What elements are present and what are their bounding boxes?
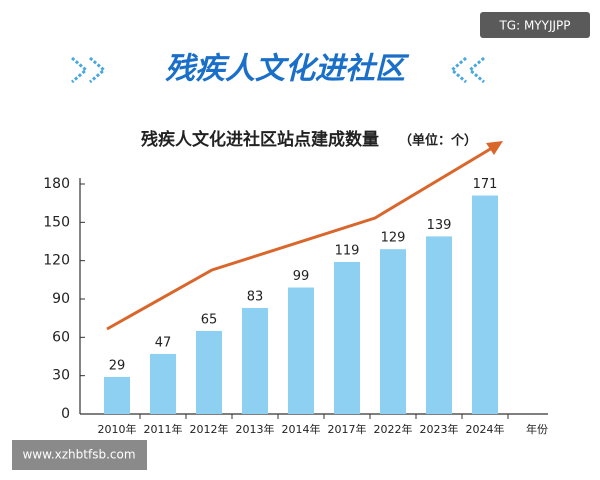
value-label: 65 [201, 312, 218, 327]
x-tick-label: 2010年 [98, 422, 137, 436]
x-tick-label: 2014年 [282, 422, 321, 436]
y-tick-label: 60 [52, 329, 70, 345]
bar [196, 330, 222, 414]
chart-title: 残疾人文化进社区站点建成数量 [141, 129, 379, 150]
banner-title: 残疾人文化进社区 [165, 52, 410, 87]
x-tick-label: 2022年 [374, 422, 413, 436]
y-tick-label: 150 [43, 214, 70, 230]
value-label: 171 [473, 177, 498, 192]
value-label: 99 [293, 269, 310, 284]
bar [472, 195, 498, 414]
y-tick-label: 0 [61, 406, 70, 422]
bar [334, 261, 360, 414]
chart-subtitle: （单位：个） [399, 133, 477, 149]
y-tick-label: 120 [43, 253, 70, 269]
value-label: 47 [155, 335, 172, 350]
bar [104, 376, 130, 414]
value-label: 139 [427, 218, 452, 233]
watermark: www.xzhbtfsb.com [22, 448, 135, 462]
bar [426, 236, 452, 414]
x-axis-label: 年份 [526, 422, 548, 436]
x-tick-label: 2011年 [144, 422, 183, 436]
watermark-box [12, 440, 147, 470]
banner-arrows [71, 56, 485, 84]
value-label: 129 [381, 231, 406, 246]
y-tick-label: 90 [52, 291, 70, 307]
trend-arrowhead [486, 141, 503, 155]
y-tick-label: 30 [52, 368, 70, 384]
value-label: 119 [335, 243, 360, 258]
x-tick-label: 2023年 [420, 422, 459, 436]
bar [380, 249, 406, 414]
watermark-box [480, 12, 590, 38]
x-tick-label: 2017年 [328, 422, 367, 436]
x-tick-label: 2012年 [190, 422, 229, 436]
trend-arrow [106, 146, 493, 331]
plot: 0 30 60 90 120 150 180 2010年 29 2011年 47 2012年 65 201… [43, 176, 509, 436]
x-tick-label: 2024年 [466, 422, 505, 436]
value-label: 83 [247, 289, 264, 304]
value-label: 29 [109, 358, 126, 373]
watermark: TG: MYYJJPP [498, 19, 570, 33]
bar [242, 307, 268, 414]
bar [150, 353, 176, 414]
bar [288, 287, 314, 414]
y-tick-label: 180 [43, 176, 70, 192]
x-tick-label: 2013年 [236, 422, 275, 436]
